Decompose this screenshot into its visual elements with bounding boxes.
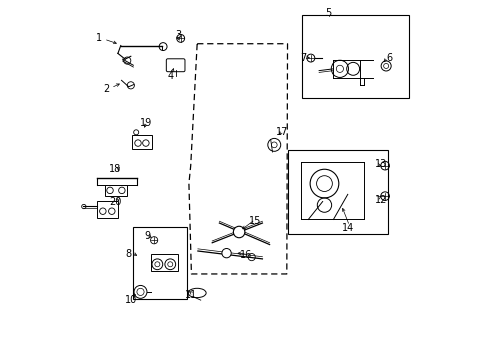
Text: 15: 15 [248, 216, 261, 226]
Circle shape [222, 248, 231, 258]
Text: 12: 12 [374, 195, 386, 205]
Text: 16: 16 [240, 250, 252, 260]
Text: 7: 7 [300, 53, 306, 63]
Circle shape [134, 285, 147, 298]
FancyBboxPatch shape [166, 59, 184, 72]
Bar [287, 149, 387, 234]
Bar [132, 226, 187, 299]
Bar [301, 15, 408, 98]
Text: 18: 18 [109, 164, 122, 174]
Text: 3: 3 [175, 30, 181, 40]
Text: 10: 10 [125, 295, 138, 305]
Text: 19: 19 [140, 118, 152, 128]
Bar [105, 185, 126, 196]
Text: 20: 20 [109, 197, 122, 207]
Text: 17: 17 [275, 127, 288, 136]
Text: 8: 8 [124, 248, 131, 258]
Text: 9: 9 [144, 231, 150, 240]
Text: 5: 5 [325, 8, 331, 18]
Text: 11: 11 [184, 291, 197, 301]
Circle shape [233, 226, 244, 238]
Text: 2: 2 [103, 84, 109, 94]
Text: 6: 6 [386, 53, 392, 63]
Bar [132, 135, 152, 149]
Bar [151, 253, 178, 271]
Text: 13: 13 [374, 159, 386, 169]
Bar [97, 201, 118, 218]
Text: 14: 14 [342, 224, 354, 233]
Text: 1: 1 [96, 33, 102, 43]
Text: 4: 4 [167, 71, 174, 81]
